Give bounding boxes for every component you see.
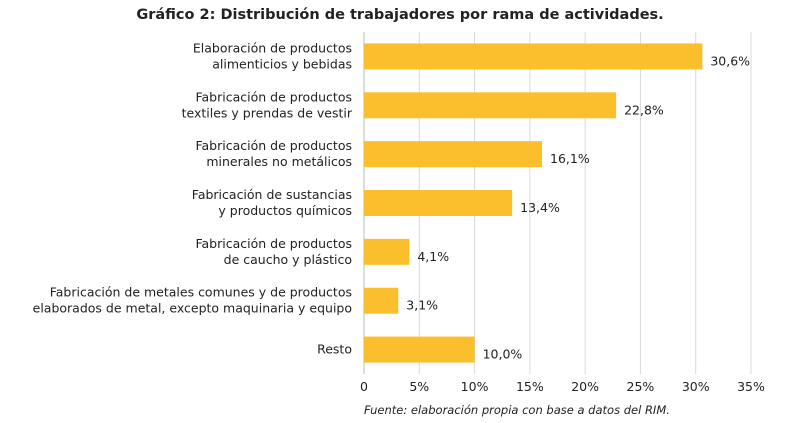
- category-label: Fabricación de productos: [195, 89, 352, 104]
- category-label: y productos químicos: [218, 203, 352, 218]
- bar: [364, 92, 617, 119]
- x-tick-label: 35%: [737, 379, 765, 394]
- bar: [364, 336, 475, 363]
- source-note: Fuente: elaboración propia con base a da…: [364, 403, 670, 417]
- category-label: alimenticios y bebidas: [212, 56, 352, 71]
- bar: [364, 43, 703, 70]
- x-tick-label: 15%: [516, 379, 544, 394]
- value-label: 16,1%: [550, 151, 590, 166]
- value-label: 4,1%: [417, 249, 449, 264]
- category-label: Resto: [317, 342, 352, 357]
- value-label: 13,4%: [520, 200, 560, 215]
- category-label: textiles y prendas de vestir: [182, 105, 353, 120]
- value-label: 22,8%: [624, 102, 664, 117]
- category-label: elaborados de metal, excepto maquinaria …: [33, 301, 352, 316]
- category-label: Fabricación de productos: [195, 236, 352, 251]
- category-label: Fabricación de productos: [195, 138, 352, 153]
- x-tick-label: 5%: [409, 379, 429, 394]
- category-label: Fabricación de metales comunes y de prod…: [50, 285, 352, 300]
- category-label: Fabricación de sustancias: [192, 187, 352, 202]
- x-tick-label: 0: [360, 379, 368, 394]
- value-label: 3,1%: [406, 298, 438, 313]
- x-tick-label: 30%: [682, 379, 710, 394]
- category-label: de caucho y plástico: [224, 252, 352, 267]
- bar: [364, 238, 410, 265]
- value-label: 30,6%: [710, 53, 750, 68]
- x-tick-label: 25%: [627, 379, 655, 394]
- x-tick-label: 10%: [461, 379, 489, 394]
- value-label: 10,0%: [483, 347, 523, 362]
- chart-title: Gráfico 2: Distribución de trabajadores …: [136, 7, 663, 23]
- bar: [364, 141, 543, 168]
- category-label: Elaboración de productos: [193, 40, 352, 55]
- bar: [364, 287, 399, 314]
- category-label: minerales no metálicos: [206, 154, 352, 169]
- x-tick-label: 20%: [571, 379, 599, 394]
- bar: [364, 190, 513, 216]
